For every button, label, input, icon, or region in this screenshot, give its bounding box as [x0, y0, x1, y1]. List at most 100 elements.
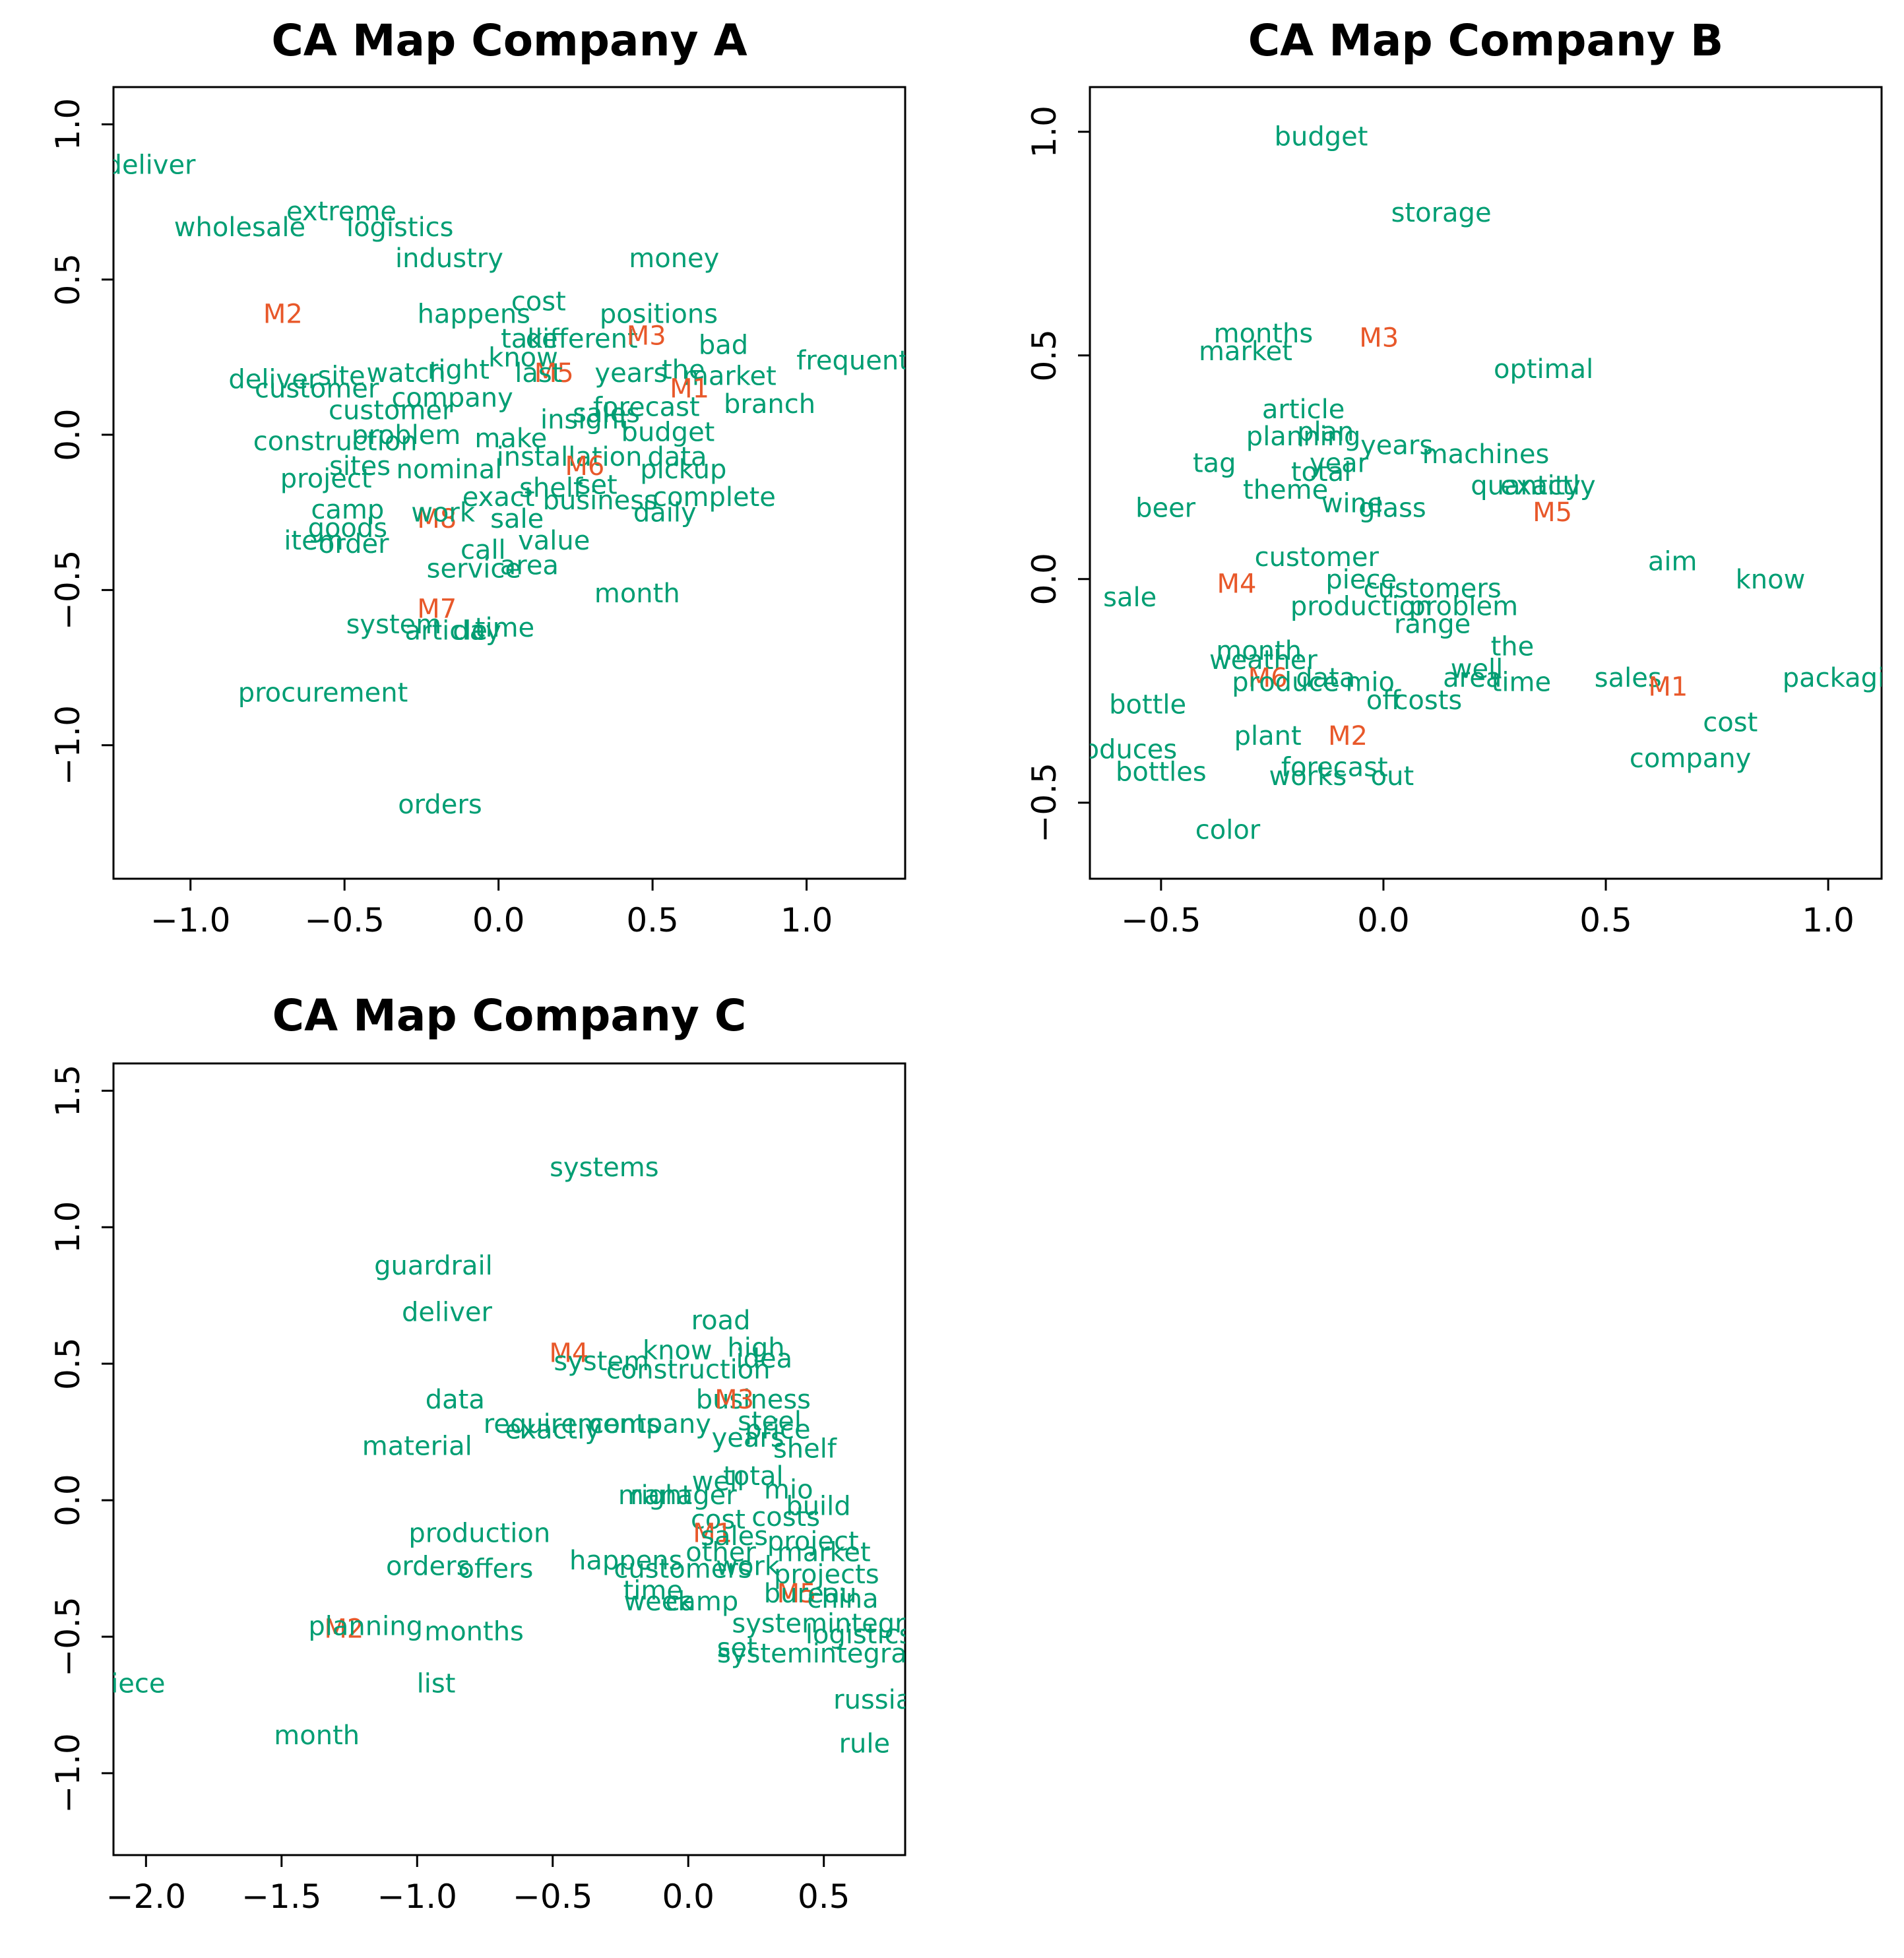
- word-label: price: [745, 1414, 811, 1445]
- word-label: logistics: [346, 212, 454, 243]
- word-label: works: [1269, 761, 1347, 792]
- word-label: years: [594, 358, 667, 389]
- word-label: bottles: [1116, 757, 1207, 787]
- word-label: weather: [1209, 645, 1317, 676]
- word-label: positions: [600, 300, 718, 330]
- word-label: years: [712, 1423, 784, 1453]
- word-label: total: [1291, 457, 1351, 488]
- word-label: other: [685, 1538, 756, 1568]
- word-label: plan: [1297, 417, 1354, 447]
- word-label: range: [1394, 610, 1471, 640]
- word-label: order: [319, 529, 389, 559]
- marker-label: M2: [324, 1614, 364, 1645]
- word-label: theme: [1243, 475, 1328, 505]
- word-label: article: [405, 616, 488, 647]
- x-tick-label: −2.0: [106, 1878, 186, 1916]
- word-label: customer: [1255, 542, 1380, 573]
- word-label: happens: [418, 300, 530, 330]
- word-label: well: [1451, 654, 1504, 684]
- marker-label: M4: [1217, 569, 1256, 600]
- panel-company-b: CA Map Company B −0.5 0.0 0.5 1.0 −0.5 0.0 0.5…: [1025, 15, 1904, 939]
- word-label: offers: [458, 1554, 533, 1585]
- x-tick-label: 1.0: [780, 901, 833, 939]
- word-label: customer: [329, 395, 453, 426]
- y-tick-label: −1.0: [49, 1733, 87, 1813]
- word-label: costs: [1393, 685, 1462, 716]
- word-label: exactly: [1500, 470, 1596, 501]
- word-label: piece: [94, 1668, 166, 1699]
- word-label: deliver: [106, 150, 197, 181]
- y-tick-label: 0.0: [1025, 553, 1063, 606]
- x-tick-label: −0.5: [1121, 901, 1201, 939]
- y-tick-label: −0.5: [49, 550, 87, 630]
- marker-label: M7: [417, 594, 457, 625]
- word-label: out: [1371, 761, 1414, 792]
- word-label: months: [424, 1617, 524, 1647]
- word-label: complete: [652, 482, 776, 513]
- word-label: item: [284, 526, 343, 556]
- word-label: sites: [329, 451, 391, 482]
- y-tick-label: 1.0: [49, 1201, 87, 1254]
- y-tick-label: 1.0: [49, 98, 87, 151]
- word-label: data: [647, 442, 707, 472]
- word-label: list: [417, 1668, 456, 1699]
- word-label: china: [807, 1584, 878, 1614]
- word-label: time: [475, 613, 534, 643]
- y-tick-label: −1.0: [49, 705, 87, 785]
- word-label: know: [1736, 565, 1806, 595]
- word-label: idea: [736, 1344, 792, 1374]
- plot-frame: [112, 1062, 906, 1856]
- word-label: goods: [308, 513, 388, 544]
- word-label: market: [683, 362, 777, 392]
- x-tick-label: 0.0: [1357, 901, 1410, 939]
- word-label: system: [346, 610, 442, 640]
- word-label: months: [1214, 319, 1314, 349]
- word-label: make: [474, 424, 547, 454]
- x-tick-label: −1.0: [150, 901, 230, 939]
- word-label: call: [460, 535, 506, 565]
- panel-title: CA Map Company B: [1248, 15, 1724, 66]
- word-label: data: [1296, 663, 1355, 693]
- word-label: installation: [497, 442, 643, 472]
- word-label: cost: [1703, 708, 1758, 738]
- word-label: frequent: [796, 346, 909, 376]
- x-tick-label: −1.0: [377, 1878, 457, 1916]
- y-tick-label: −0.5: [49, 1596, 87, 1676]
- word-label: plant: [1234, 721, 1302, 751]
- plot-frame: [1089, 86, 1883, 880]
- word-label: customer: [255, 373, 379, 404]
- word-label: production: [408, 1519, 550, 1549]
- word-label: machines: [1422, 439, 1550, 470]
- y-tick-label: 0.0: [49, 1474, 87, 1527]
- word-label: article: [1262, 395, 1345, 425]
- word-label: industry: [395, 243, 503, 274]
- word-label: packaging: [1783, 663, 1904, 693]
- word-label: orders: [398, 790, 482, 820]
- marker-label: M2: [263, 300, 303, 330]
- word-label: extreme: [286, 197, 397, 227]
- word-label: nominal: [397, 455, 503, 485]
- word-label: area: [1443, 663, 1502, 693]
- word-label: bottle: [1109, 690, 1186, 720]
- marker-label: M3: [1359, 323, 1399, 354]
- word-label: production: [1290, 591, 1432, 621]
- word-label: month: [274, 1721, 360, 1751]
- word-label: daily: [633, 498, 697, 528]
- word-label: happens: [569, 1546, 682, 1576]
- word-label: planning: [1246, 422, 1361, 452]
- word-label: steel: [738, 1406, 802, 1437]
- point-labels: deliver wholesaleextremelogisticsindustry…: [106, 150, 909, 820]
- panel-title: CA Map Company A: [271, 15, 747, 66]
- word-label: material: [362, 1431, 472, 1461]
- word-label: money: [629, 243, 719, 274]
- plot-frame: [112, 86, 906, 880]
- word-label: logistics: [806, 1620, 913, 1650]
- word-label: systemintegration: [717, 1639, 957, 1669]
- word-label: years: [1360, 430, 1433, 460]
- word-label: pickup: [640, 455, 726, 485]
- x-tick-label: 0.5: [798, 1878, 850, 1916]
- panel-title: CA Map Company C: [272, 990, 747, 1041]
- word-label: budget: [1275, 122, 1368, 152]
- word-label: color: [1195, 815, 1261, 845]
